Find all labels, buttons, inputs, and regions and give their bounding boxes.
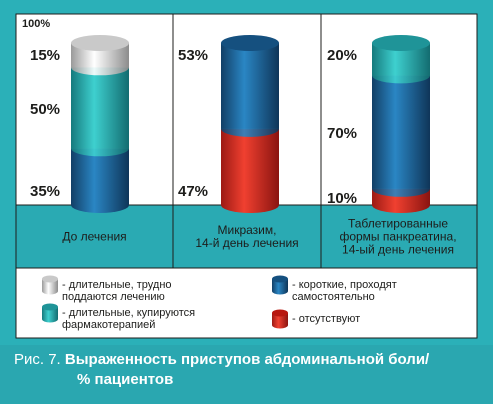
category-label: 14-ый день лечения bbox=[342, 243, 454, 257]
bar-segment bbox=[372, 75, 430, 189]
caption-prefix: Рис. 7. bbox=[14, 351, 61, 368]
bar-base-cap bbox=[372, 197, 430, 213]
legend-swatch-base bbox=[272, 321, 288, 329]
bar-segment bbox=[221, 128, 279, 205]
value-label: 20% bbox=[327, 47, 357, 64]
bar-base-cap bbox=[221, 197, 279, 213]
category-label: Микразим, bbox=[218, 223, 277, 237]
legend-swatch-cap bbox=[42, 303, 58, 311]
value-label: 10% bbox=[327, 190, 357, 207]
bar-joint bbox=[71, 59, 129, 76]
caption-text: Выраженность приступов абдоминальной бол… bbox=[64, 351, 430, 368]
legend-label: поддаются лечению bbox=[62, 291, 165, 303]
legend-label: - длительные, трудно bbox=[62, 279, 172, 291]
figure-caption: Рис. 7. Выраженность приступов абдоминал… bbox=[14, 350, 484, 390]
category-label: До лечения bbox=[62, 230, 126, 244]
category-band bbox=[15, 204, 478, 269]
value-label: 50% bbox=[30, 101, 60, 118]
legend-swatch-base bbox=[42, 315, 58, 323]
legend-label: самостоятельно bbox=[292, 291, 375, 303]
legend-swatch-cap bbox=[272, 275, 288, 283]
value-label: 47% bbox=[178, 183, 208, 200]
legend-label: - длительные, купируются bbox=[62, 307, 195, 319]
bar-joint bbox=[372, 180, 430, 197]
legend-area bbox=[15, 267, 478, 339]
legend-swatch-cap bbox=[42, 275, 58, 283]
category-label: формы панкреатина, bbox=[339, 230, 456, 244]
legend-label: - отсутствуют bbox=[292, 313, 360, 325]
category-label: 14-й день лечения bbox=[195, 236, 298, 250]
value-label: 35% bbox=[30, 183, 60, 200]
bar-top-cap bbox=[71, 35, 129, 51]
legend-swatch-base bbox=[272, 287, 288, 295]
y-max-label: 100% bbox=[22, 18, 50, 30]
bar-joint bbox=[372, 67, 430, 84]
bar-segment bbox=[221, 43, 279, 129]
legend-label: - короткие, проходят bbox=[292, 279, 397, 291]
value-label: 53% bbox=[178, 47, 208, 64]
value-label: 15% bbox=[30, 47, 60, 64]
legend-swatch-base bbox=[42, 287, 58, 295]
legend-swatch-cap bbox=[272, 309, 288, 317]
bar-base-cap bbox=[71, 197, 129, 213]
category-label: Таблетированные bbox=[348, 217, 448, 231]
caption-line2: % пациентов bbox=[77, 371, 174, 388]
bar-segment bbox=[71, 148, 129, 205]
bar-joint bbox=[71, 140, 129, 157]
value-label: 70% bbox=[327, 125, 357, 142]
bar-top-cap bbox=[372, 35, 430, 51]
bar-joint bbox=[221, 120, 279, 137]
bar-segment bbox=[71, 67, 129, 149]
bar-top-cap bbox=[221, 35, 279, 51]
legend-label: фармакотерапией bbox=[62, 319, 155, 331]
caption-band bbox=[0, 345, 493, 404]
